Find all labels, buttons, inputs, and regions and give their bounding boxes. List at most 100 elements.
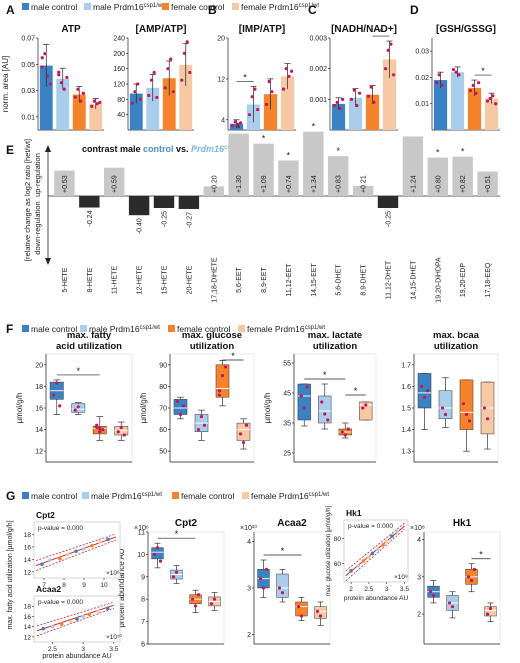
y-tick-label: 0.03 <box>21 88 35 95</box>
data-point <box>261 586 266 590</box>
chart-title: Hk1 <box>453 518 472 529</box>
panel-letter-d: D <box>410 3 419 17</box>
x-tick-label: 2.5 <box>364 586 373 593</box>
data-point <box>166 67 170 71</box>
y-tick-label: 12 <box>35 449 43 456</box>
chart-title: Cpt2 <box>175 518 198 529</box>
data-point <box>392 73 396 77</box>
data-point <box>55 381 59 385</box>
chart-title: Acaa2 <box>277 518 307 529</box>
bar <box>178 196 200 209</box>
data-point <box>175 399 180 404</box>
data-point <box>65 75 69 80</box>
data-point <box>361 559 366 563</box>
plot-frame <box>33 595 121 643</box>
data-point <box>59 622 64 626</box>
bar <box>228 133 249 196</box>
box <box>215 364 230 398</box>
value-label: -0.40 <box>137 218 144 234</box>
y-exponent: ×10⁶ <box>134 525 149 532</box>
value-label: +0.53 <box>62 175 69 193</box>
data-point <box>383 67 388 71</box>
y-tick-label: 4 <box>247 539 251 546</box>
legend-swatch <box>22 325 29 332</box>
bar <box>303 131 324 196</box>
sig-star: * <box>481 66 485 76</box>
data-point <box>267 79 271 84</box>
sig-star: * <box>231 351 235 361</box>
data-point <box>236 122 240 126</box>
box <box>92 426 107 435</box>
value-label: +0.59 <box>112 175 119 193</box>
value-label: +0.80 <box>435 175 442 193</box>
data-point <box>491 94 495 98</box>
legend-swatch <box>82 492 89 499</box>
data-point <box>488 96 492 101</box>
sig-star: * <box>379 27 383 37</box>
chart-title: Cpt2 <box>36 510 55 520</box>
data-point <box>284 67 288 71</box>
value-label: -0.27 <box>186 212 193 228</box>
data-point <box>356 564 361 568</box>
data-point <box>372 100 376 104</box>
panel-letter-a: A <box>6 3 15 17</box>
data-point <box>76 87 80 91</box>
sig-star: * <box>336 146 340 156</box>
legend-swatch <box>172 492 179 499</box>
y-tick-label: 80 <box>117 97 125 104</box>
data-point <box>440 406 445 410</box>
data-point <box>152 552 157 557</box>
data-point <box>296 605 301 609</box>
data-point <box>256 107 260 112</box>
data-point <box>57 70 61 74</box>
data-point <box>69 619 73 624</box>
data-point <box>349 569 353 573</box>
data-point <box>66 552 70 557</box>
y-tick-label: 0.01 <box>415 101 429 108</box>
x-exponent: ×10¹⁰ <box>106 633 122 641</box>
data-point <box>320 400 324 404</box>
y-tick-label: 60 <box>334 561 342 568</box>
bar <box>253 143 274 196</box>
data-point <box>425 389 430 393</box>
ci-upper <box>36 601 114 627</box>
data-point <box>468 88 473 93</box>
value-label: -0.25 <box>386 211 393 227</box>
y-tick-label: 0.003 <box>309 36 327 43</box>
y-axis-label: µmol/g/h <box>15 393 24 424</box>
sig-star: * <box>175 529 179 539</box>
data-point <box>171 90 175 94</box>
chart-title: Acaa2 <box>36 584 61 594</box>
data-point <box>202 423 207 427</box>
box <box>484 606 497 617</box>
y-axis-label: norm. area [AU] <box>1 56 10 112</box>
y-axis-label: max. fatty acid utilization [µmol/g/h] <box>7 520 14 629</box>
data-point <box>149 78 154 82</box>
chart-g_box3: Hk1 ×10⁸ 2 3 4 * <box>410 518 501 645</box>
data-point <box>92 99 97 103</box>
x-tick-label: 2.5 <box>48 646 57 653</box>
data-point <box>349 97 354 101</box>
data-point <box>58 556 62 561</box>
legend-swatch <box>238 325 245 332</box>
y-tick-label: 18 <box>35 384 43 391</box>
data-point <box>244 423 249 427</box>
chart-title: max. fatty <box>67 330 112 341</box>
y-tick-label: 8 <box>141 597 145 604</box>
sig-star: * <box>287 150 291 160</box>
category-label: 14,15-EET <box>311 263 318 297</box>
value-label: -0.25 <box>162 211 169 227</box>
y-tick-label: 2 <box>247 632 251 639</box>
data-point <box>152 70 156 75</box>
x-tick-label: 8 <box>62 582 66 589</box>
chart-title: [AMP/ATP] <box>136 24 187 35</box>
y-tick-label: 80 <box>334 536 342 543</box>
legend-label: female Prdm16csp1/wt <box>247 324 325 334</box>
data-point <box>230 124 235 128</box>
value-label: +0.20 <box>211 175 218 193</box>
bar <box>153 196 175 208</box>
